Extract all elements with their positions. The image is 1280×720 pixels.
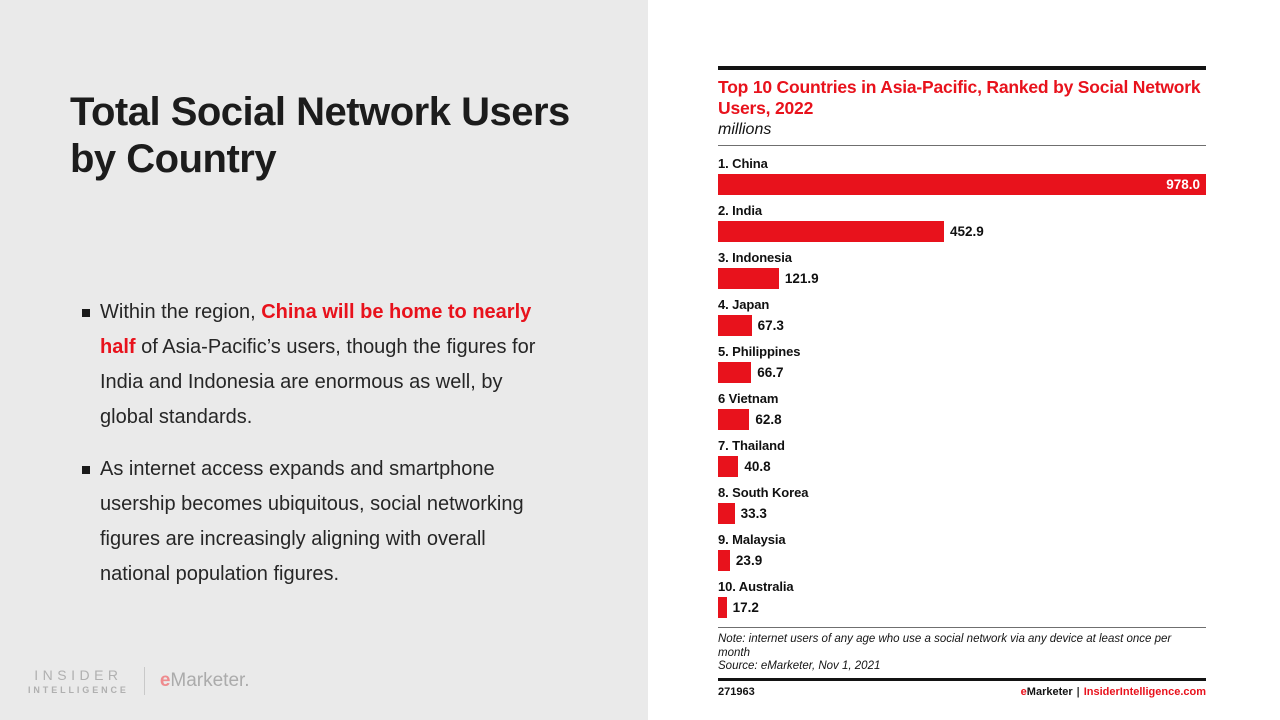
insider-intelligence-logo: INSIDER INTELLIGENCE xyxy=(28,667,129,695)
bar-category-label: 8. South Korea xyxy=(718,485,809,500)
bar-south-korea xyxy=(718,503,735,524)
bar-track: 17.2 xyxy=(718,597,1206,618)
footer-site-link[interactable]: InsiderIntelligence.com xyxy=(1083,685,1206,698)
bar-row-philippines: 5. Philippines 66.7 xyxy=(718,345,1206,383)
bar-value-label: 66.7 xyxy=(757,365,784,380)
bar-india xyxy=(718,221,944,242)
bullet-item: Within the region, China will be home to… xyxy=(70,295,548,435)
emarketer-logo: eMarketer. xyxy=(160,670,250,692)
bar-track: 452.9 xyxy=(718,221,1206,242)
bar-japan xyxy=(718,315,752,336)
bar-track: 33.3 xyxy=(718,503,1206,524)
brand-footer: INSIDER INTELLIGENCE eMarketer. xyxy=(28,667,250,695)
chart-top-rule xyxy=(718,66,1206,70)
bar-philippines xyxy=(718,362,752,383)
chart-unit-label: millions xyxy=(718,121,772,138)
bar-category-label: 9. Malaysia xyxy=(718,532,786,547)
bar-china: 978.0 xyxy=(718,174,1206,195)
slide-title: Total Social Network Users by Country xyxy=(70,89,570,181)
bar-row-thailand: 7. Thailand 40.8 xyxy=(718,439,1206,477)
bar-value-label: 62.8 xyxy=(755,412,782,427)
bar-track: 978.0 xyxy=(718,174,1206,195)
bar-category-label: 2. India xyxy=(718,203,762,218)
intelligence-logo-text: INTELLIGENCE xyxy=(28,685,129,695)
bar-category-label: 10. Australia xyxy=(718,579,794,594)
bar-chart-card: Top 10 Countries in Asia-Pacific, Ranked… xyxy=(718,66,1206,698)
bar-row-indonesia: 3. Indonesia 121.9 xyxy=(718,251,1206,289)
chart-source: Source: eMarketer, Nov 1, 2021 xyxy=(718,660,881,672)
bullet-square-icon xyxy=(82,309,90,317)
bar-row-australia: 10. Australia 17.2 xyxy=(718,580,1206,618)
bar-row-india: 2. India 452.9 xyxy=(718,204,1206,242)
chart-footer-brand: eMarketer | InsiderIntelligence.com xyxy=(1021,686,1206,698)
bar-value-label: 452.9 xyxy=(949,224,984,239)
bar-track: 40.8 xyxy=(718,456,1206,477)
footer-emarketer-rest: Marketer xyxy=(1026,685,1073,698)
bar-category-label: 3. Indonesia xyxy=(718,250,792,265)
chart-id: 271963 xyxy=(718,685,755,698)
bar-track: 67.3 xyxy=(718,315,1206,336)
bar-value-label: 121.9 xyxy=(784,271,819,286)
slide-left-panel: Total Social Network Users by Country Wi… xyxy=(0,0,648,720)
bar-australia xyxy=(718,597,727,618)
bullet-item: As internet access expands and smartphon… xyxy=(70,452,548,592)
bullet-text-prefix: Within the region, xyxy=(100,301,262,323)
chart-note-divider xyxy=(718,627,1206,628)
bar-value-label: 67.3 xyxy=(757,318,784,333)
bar-thailand xyxy=(718,456,739,477)
bar-category-label: 1. China xyxy=(718,156,768,171)
bar-row-china: 1. China 978.0 xyxy=(718,157,1206,195)
emarketer-logo-rest: Marketer. xyxy=(170,670,250,691)
bullet-text: Within the region, China will be home to… xyxy=(100,295,540,435)
bar-category-label: 5. Philippines xyxy=(718,344,801,359)
bar-chart: 1. China 978.0 2. India 452.9 3. Indones… xyxy=(718,157,1206,618)
bar-malaysia xyxy=(718,550,730,571)
chart-note: Note: internet users of any age who use … xyxy=(718,633,1172,659)
bar-value-label: 33.3 xyxy=(740,506,767,521)
emarketer-logo-e: e xyxy=(159,670,171,691)
bar-value-label: 23.9 xyxy=(735,553,763,568)
bar-category-label: 7. Thailand xyxy=(718,438,785,453)
bar-category-label: 4. Japan xyxy=(718,297,770,312)
bullet-text-suffix: of Asia-Pacific’s users, though the figu… xyxy=(100,336,536,428)
chart-bottom-rule xyxy=(718,677,1206,681)
bullet-text-highlight: China will be home to nearly half xyxy=(100,301,532,358)
bar-value-label: 40.8 xyxy=(744,459,771,474)
bar-indonesia xyxy=(718,268,779,289)
footer-emarketer-e: e xyxy=(1020,685,1027,698)
logo-divider xyxy=(143,667,145,695)
bullet-square-icon xyxy=(82,466,90,474)
bar-value-label: 978.0 xyxy=(1166,177,1200,192)
bar-vietnam xyxy=(718,409,750,430)
bullet-list: Within the region, China will be home to… xyxy=(70,295,548,609)
bar-value-label: 17.2 xyxy=(732,600,759,615)
chart-header-divider xyxy=(718,145,1206,146)
chart-panel: Top 10 Countries in Asia-Pacific, Ranked… xyxy=(648,0,1280,720)
bar-row-japan: 4. Japan 67.3 xyxy=(718,298,1206,336)
bar-row-vietnam: 6 Vietnam 62.8 xyxy=(718,392,1206,430)
bar-track: 66.7 xyxy=(718,362,1206,383)
insider-logo-text: INSIDER xyxy=(34,667,123,683)
bar-track: 121.9 xyxy=(718,268,1206,289)
bar-category-label: 6 Vietnam xyxy=(718,391,779,406)
bar-row-south-korea: 8. South Korea 33.3 xyxy=(718,486,1206,524)
chart-title: Top 10 Countries in Asia-Pacific, Ranked… xyxy=(718,77,1201,118)
footer-separator: | xyxy=(1076,685,1080,698)
bar-track: 62.8 xyxy=(718,409,1206,430)
bullet-text: As internet access expands and smartphon… xyxy=(100,458,524,585)
bar-row-malaysia: 9. Malaysia 23.9 xyxy=(718,533,1206,571)
bar-track: 23.9 xyxy=(718,550,1206,571)
